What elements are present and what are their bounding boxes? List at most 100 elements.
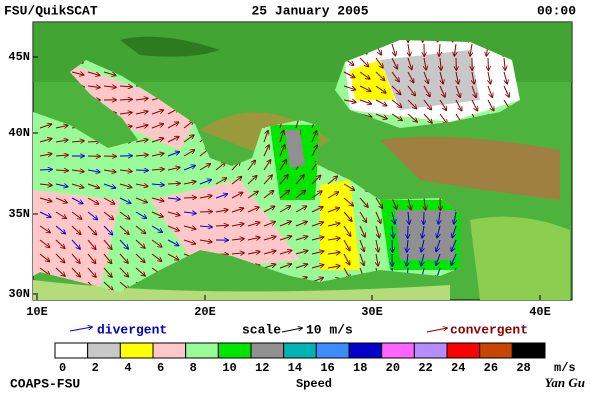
lon-label: 10E <box>26 305 48 319</box>
colorbar-label: 10 <box>222 361 236 375</box>
wind-arrow <box>119 267 128 277</box>
wind-arrow <box>231 208 243 213</box>
wind-arrow <box>327 252 340 254</box>
wind-arrow <box>279 160 286 171</box>
wind-arrow <box>103 86 116 87</box>
wind-arrow <box>407 197 411 210</box>
wind-arrow <box>119 211 130 219</box>
wind-arrow <box>151 184 164 185</box>
lat-label: 35N <box>8 207 30 221</box>
colorbar-box <box>250 342 285 359</box>
wind-arrow <box>247 207 259 213</box>
wind-arrow <box>279 190 289 199</box>
wind-arrow <box>183 239 195 244</box>
wind-arrow <box>103 239 112 249</box>
wind-arrow <box>436 239 441 251</box>
wind-arrow <box>39 184 52 185</box>
wind-arrow <box>39 154 52 156</box>
colorbar-label: 6 <box>157 361 164 375</box>
wind-arrow <box>71 211 82 219</box>
wind-arrow <box>470 43 472 56</box>
wind-arrow <box>455 99 462 111</box>
wind-arrow <box>263 175 272 185</box>
colorbar-label: 14 <box>288 361 302 375</box>
wind-arrow <box>423 99 431 110</box>
wind-arrow <box>376 239 378 252</box>
colorbar-label: 2 <box>92 361 99 375</box>
wind-arrow <box>391 71 399 82</box>
wind-arrow <box>392 239 393 252</box>
wind-arrow <box>503 71 507 84</box>
wind-arrow <box>263 145 269 157</box>
wind-arrow <box>103 211 113 219</box>
wind-arrow <box>71 141 84 142</box>
wind-arrow <box>167 137 179 143</box>
wind-arrow <box>359 239 364 251</box>
wind-arrow <box>295 251 308 255</box>
wind-arrow <box>151 153 164 156</box>
wind-arrow <box>119 197 131 203</box>
wind-arrow <box>437 225 441 238</box>
wind-arrow <box>39 197 52 201</box>
wind-arrow <box>343 225 351 236</box>
wind-arrow <box>215 162 225 171</box>
wind-arrow <box>119 253 128 263</box>
wind-arrow <box>215 194 227 199</box>
wind-arrow <box>407 253 408 266</box>
wind-arrow <box>87 86 100 87</box>
colorbar-label: 0 <box>59 361 66 375</box>
colorbar-label: 12 <box>255 361 269 375</box>
wind-arrow <box>279 236 291 241</box>
colorbar-label: 16 <box>320 361 334 375</box>
scale-label: scale <box>242 322 281 337</box>
colorbar-label: 26 <box>484 361 498 375</box>
wind-arrow <box>424 57 426 70</box>
wind-arrow <box>391 85 401 94</box>
wind-arrow <box>247 237 260 240</box>
colorbar-box <box>119 342 154 359</box>
wind-arrow <box>167 167 180 170</box>
wind-arrow <box>183 166 195 171</box>
wind-arrow <box>55 239 65 248</box>
lat-label: 45N <box>8 50 30 64</box>
wind-arrow <box>55 125 68 128</box>
wind-arrow <box>454 211 456 224</box>
colorbar-box <box>185 342 219 359</box>
lon-label: 40E <box>529 305 551 319</box>
wind-arrow <box>263 251 276 255</box>
wind-arrow <box>408 211 409 224</box>
wind-arrow <box>359 197 368 207</box>
wind-arrow <box>504 57 505 70</box>
wind-arrow <box>151 169 164 170</box>
wind-arrow <box>183 181 196 184</box>
wind-arrow <box>327 208 339 213</box>
source: FSU/QuikSCAT <box>4 3 98 18</box>
wind-arrow <box>103 267 112 277</box>
wind-arrow <box>311 237 324 241</box>
wind-arrow <box>39 253 49 261</box>
wind-arrow <box>263 160 271 171</box>
wind-arrow <box>87 225 96 235</box>
wind-arrow <box>359 71 370 79</box>
wind-arrow <box>215 178 226 185</box>
wind-arrow <box>55 225 65 234</box>
wind-arrow <box>472 71 474 84</box>
wind-arrow <box>167 122 179 129</box>
wind-arrow <box>135 225 145 233</box>
wind-arrow <box>183 150 194 157</box>
wind-arrow <box>263 191 274 199</box>
wind-arrow <box>327 192 338 199</box>
wind-arrow <box>375 57 383 68</box>
wind-arrow <box>231 192 243 199</box>
wind-arrow <box>87 253 96 263</box>
wind-arrow <box>263 131 268 143</box>
wind-arrow <box>71 197 83 204</box>
convergent-label: convergent <box>450 322 528 337</box>
wind-arrow <box>343 211 352 221</box>
wind-arrow <box>119 170 132 171</box>
wind-arrow <box>375 71 385 80</box>
wind-arrow <box>55 253 65 262</box>
wind-arrow <box>295 206 306 213</box>
wind-arrow <box>183 135 194 143</box>
